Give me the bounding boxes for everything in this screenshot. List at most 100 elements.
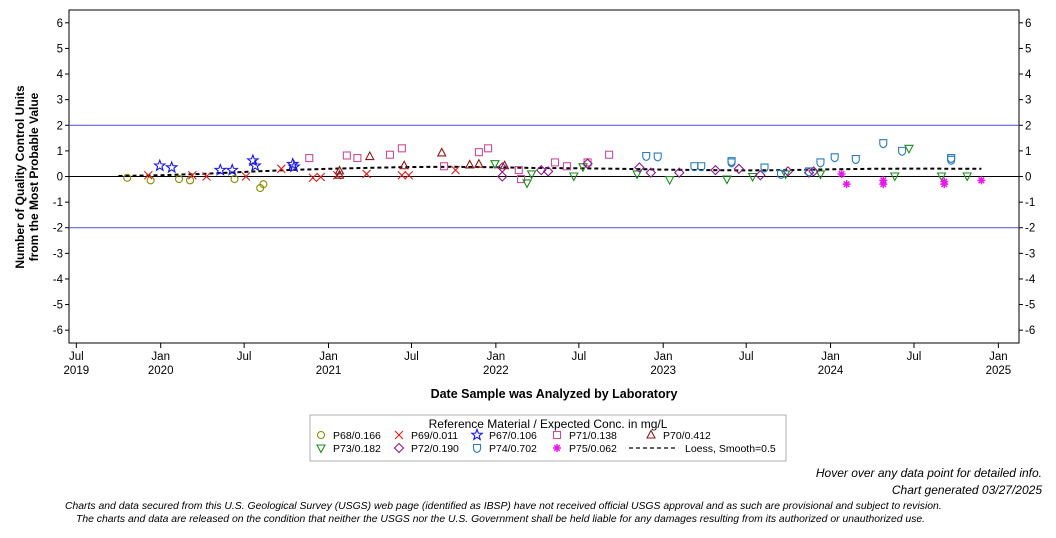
- marker-shape: [514, 166, 523, 175]
- marker-shape: [259, 180, 268, 189]
- legend-label: P71/0.138: [569, 430, 617, 442]
- y-tick-label: -4: [53, 274, 64, 286]
- marker-shape: [397, 170, 407, 180]
- legend-box: [309, 414, 787, 462]
- marker-shape: [535, 164, 547, 176]
- x-tick-label: Jul: [237, 351, 252, 363]
- x-tick-year-label: 2025: [986, 365, 1012, 377]
- disclaimer-line2: The charts and data are released on the …: [76, 514, 926, 525]
- y-tick-label: 3: [57, 95, 63, 107]
- data-point: [213, 163, 228, 176]
- marker-shape: [464, 159, 475, 169]
- data-point: [499, 160, 510, 170]
- marker-shape: [837, 169, 846, 178]
- legend-label: P73/0.182: [333, 443, 381, 455]
- marker-shape: [632, 170, 642, 180]
- data-point: [397, 144, 406, 153]
- data-point: [816, 158, 825, 168]
- data-point: [837, 169, 846, 178]
- marker-shape: [936, 172, 947, 182]
- legend-marker: [316, 430, 326, 440]
- data-point: [174, 175, 184, 184]
- marker-shape: [605, 150, 614, 159]
- marker-shape: [490, 160, 500, 170]
- marker-shape: [722, 175, 732, 185]
- y-tick-label: 0: [1025, 172, 1031, 184]
- y-tick-label: 2: [57, 120, 63, 132]
- data-point: [889, 172, 900, 182]
- data-point: [522, 179, 532, 189]
- y-tick-label: 6: [57, 18, 63, 30]
- y-tick-label: 0: [57, 172, 63, 184]
- data-point: [632, 170, 642, 180]
- y-tick-label: -3: [53, 248, 63, 260]
- y-tick-label: 6: [1025, 18, 1031, 30]
- data-point: [342, 151, 351, 160]
- y-tick-label: -6: [1025, 325, 1035, 337]
- data-point: [733, 163, 745, 175]
- x-tick-year-label: 2020: [148, 365, 174, 377]
- data-point: [514, 166, 523, 175]
- data-point: [815, 170, 826, 180]
- x-axis-title: Date Sample was Analyzed by Laboratory: [431, 387, 678, 401]
- legend-item: P71/0.138: [552, 430, 617, 442]
- marker-shape: [645, 167, 657, 178]
- data-point: [634, 162, 645, 173]
- data-point: [202, 172, 211, 181]
- marker-shape: [246, 153, 260, 167]
- data-point: [962, 172, 973, 182]
- marker-shape: [248, 158, 262, 172]
- legend: Reference Material / Expected Conc. in m…: [309, 414, 787, 462]
- marker-shape: [276, 164, 286, 174]
- data-point: [550, 158, 560, 167]
- marker-shape: [305, 154, 314, 163]
- data-point: [259, 180, 268, 189]
- y-tick-label: -6: [53, 325, 63, 337]
- y-tick-label: -4: [1025, 274, 1036, 286]
- series-p70: [334, 147, 510, 179]
- marker-shape: [474, 148, 483, 157]
- y-axis-right: -6 -5 -4 -3 -2 -1 0 1 2 3 4 5 6: [1019, 18, 1036, 337]
- marker-shape: [342, 151, 351, 160]
- marker-shape: [947, 155, 956, 165]
- marker-shape: [977, 176, 986, 185]
- series-p67: [153, 153, 301, 176]
- marker-shape: [499, 160, 510, 170]
- marker-shape: [653, 152, 662, 162]
- legend-label: P72/0.190: [411, 443, 459, 455]
- data-point: [517, 175, 526, 184]
- legend-item: P69/0.011: [394, 430, 458, 442]
- marker-shape: [904, 144, 914, 154]
- data-point: [276, 164, 286, 174]
- data-point: [842, 180, 851, 189]
- marker-shape: [230, 175, 239, 184]
- marker-shape: [187, 170, 197, 180]
- y-tick-label: -5: [1025, 300, 1035, 312]
- data-point: [143, 170, 153, 180]
- marker-shape: [164, 160, 179, 174]
- legend-marker: [470, 427, 484, 441]
- data-point: [225, 163, 239, 176]
- marker-shape: [733, 163, 745, 175]
- marker-shape: [642, 151, 651, 162]
- marker-shape: [760, 163, 769, 173]
- legend-label: P67/0.106: [489, 430, 537, 442]
- marker-shape: [947, 154, 956, 164]
- y-tick-label: -1: [53, 197, 63, 209]
- data-point: [490, 160, 500, 170]
- legend-item: P73/0.182: [316, 443, 381, 455]
- marker-shape: [962, 172, 973, 182]
- marker-shape: [316, 444, 326, 454]
- reference-lines: [69, 124, 1019, 229]
- data-point: [362, 169, 371, 179]
- marker-shape: [646, 429, 656, 439]
- marker-shape: [436, 147, 447, 157]
- legend-marker: [394, 430, 404, 440]
- data-point: [568, 172, 579, 182]
- marker-shape: [634, 162, 645, 173]
- y-axis-title-line2: from the Most Probable Value: [27, 92, 41, 261]
- hover-note: Hover over any data point for detailed i…: [815, 466, 1042, 480]
- data-point: [464, 159, 475, 169]
- x-axis: Jul 2019 Jan 2020 Jul Jan 2021 Jul Jan 2022 Jul Jan…: [64, 343, 1012, 377]
